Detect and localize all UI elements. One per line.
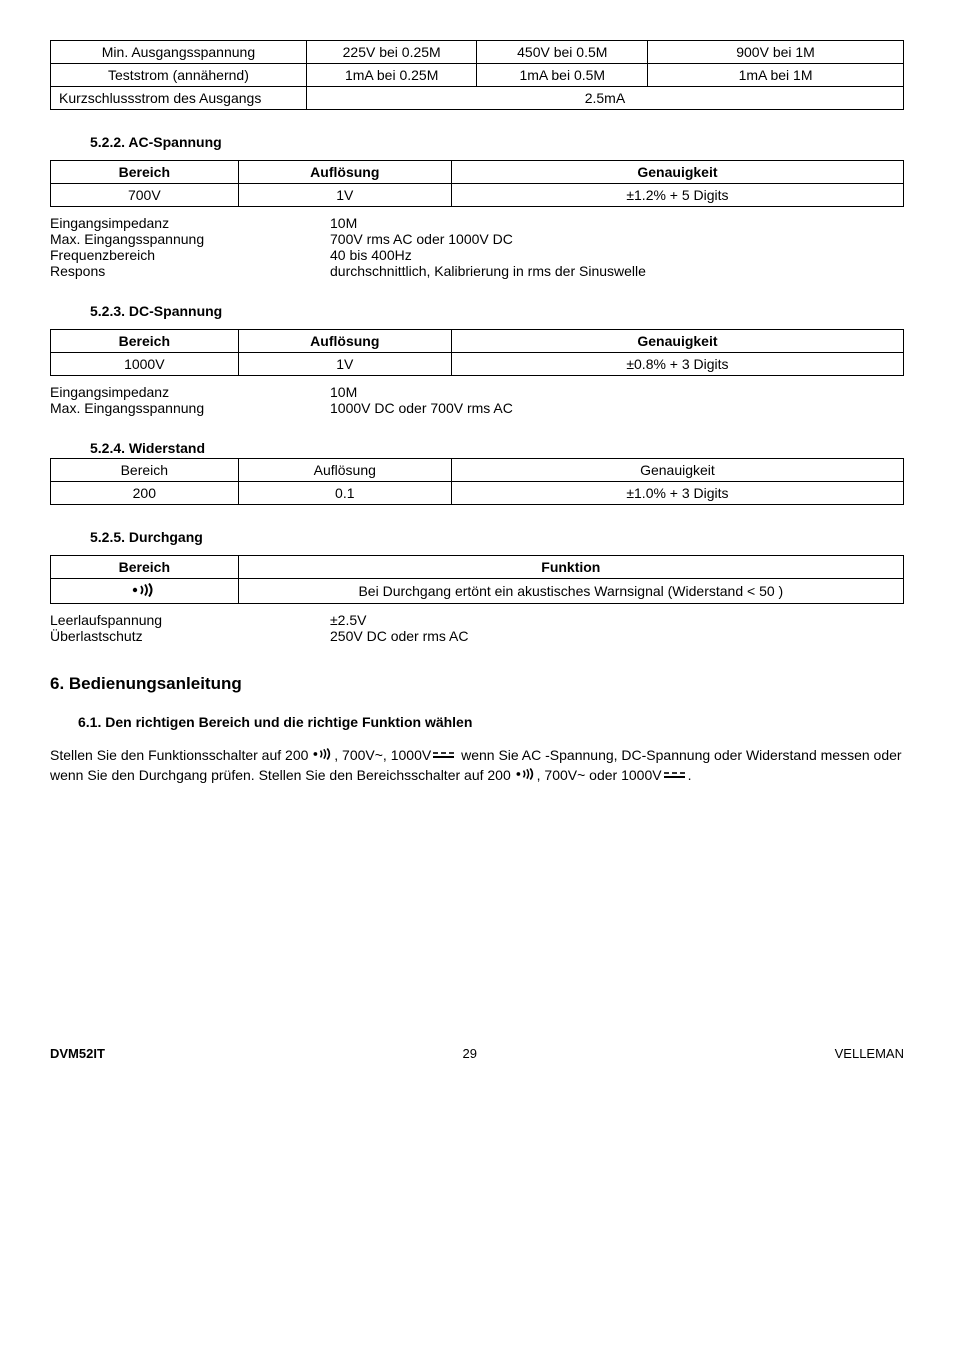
table-524: Bereich Auflösung Genauigkeit 200 0.1 ±1… [50, 458, 904, 505]
heading-61: 6.1. Den richtigen Bereich und die richt… [78, 714, 904, 730]
cell: 1mA bei 0.25M [306, 64, 477, 87]
param-value: 40 bis 400Hz [330, 247, 904, 263]
param-value: 10M [330, 384, 904, 400]
cell: ±1.2% + 5 Digits [451, 184, 903, 207]
param-label: Eingangsimpedanz [50, 384, 330, 400]
param-row: Überlastschutz 250V DC oder rms AC [50, 628, 904, 644]
sound-icon [131, 583, 157, 600]
cell: 900V bei 1M [648, 41, 904, 64]
param-row: Eingangsimpedanz 10M [50, 384, 904, 400]
cell: 700V [51, 184, 239, 207]
cell: ±0.8% + 3 Digits [451, 353, 903, 376]
cell: Kurzschlussstrom des Ausgangs [51, 87, 307, 110]
text: Stellen Sie den Funktionsschalter auf 20… [50, 747, 312, 763]
param-row: Leerlaufspannung ±2.5V [50, 612, 904, 628]
cell: 2.5mA [306, 87, 903, 110]
param-value: 1000V DC oder 700V rms AC [330, 400, 904, 416]
dc-icon [431, 746, 457, 766]
param-label: Max. Eingangsspannung [50, 400, 330, 416]
cell: 1V [238, 353, 451, 376]
table-row: Bei Durchgang ertönt ein akustisches War… [51, 579, 904, 604]
params-525: Leerlaufspannung ±2.5V Überlastschutz 25… [50, 612, 904, 644]
cell: Teststrom (annähernd) [51, 64, 307, 87]
params-523: Eingangsimpedanz 10M Max. Eingangsspannu… [50, 384, 904, 416]
param-row: Max. Eingangsspannung 700V rms AC oder 1… [50, 231, 904, 247]
param-value: 250V DC oder rms AC [330, 628, 904, 644]
table-522: Bereich Auflösung Genauigkeit 700V 1V ±1… [50, 160, 904, 207]
param-label: Leerlaufspannung [50, 612, 330, 628]
header-cell: Genauigkeit [451, 459, 903, 482]
heading-522: 5.2.2. AC-Spannung [90, 134, 904, 150]
header-cell: Bereich [51, 556, 239, 579]
header-cell: Bereich [51, 161, 239, 184]
table-row: Kurzschlussstrom des Ausgangs 2.5mA [51, 87, 904, 110]
text: , 700V~, 1000V [334, 747, 431, 763]
table-header-row: Bereich Funktion [51, 556, 904, 579]
cell: Min. Ausgangsspannung [51, 41, 307, 64]
page-footer: DVM52IT 29 VELLEMAN [50, 1046, 904, 1061]
header-cell: Genauigkeit [451, 330, 903, 353]
param-label: Frequenzbereich [50, 247, 330, 263]
param-label: Respons [50, 263, 330, 279]
cell-sound-icon [51, 579, 239, 604]
header-cell: Auflösung [238, 330, 451, 353]
footer-brand: VELLEMAN [835, 1046, 904, 1061]
param-label: Eingangsimpedanz [50, 215, 330, 231]
header-cell: Bereich [51, 459, 239, 482]
param-label: Überlastschutz [50, 628, 330, 644]
text: , 700V~ oder 1000V [537, 767, 662, 783]
param-value: 700V rms AC oder 1000V DC [330, 231, 904, 247]
table-523: Bereich Auflösung Genauigkeit 1000V 1V ±… [50, 329, 904, 376]
heading-524: 5.2.4. Widerstand [90, 440, 904, 456]
params-522: Eingangsimpedanz 10M Max. Eingangsspannu… [50, 215, 904, 279]
param-row: Max. Eingangsspannung 1000V DC oder 700V… [50, 400, 904, 416]
header-cell: Auflösung [238, 161, 451, 184]
param-value: ±2.5V [330, 612, 904, 628]
table-row: 1000V 1V ±0.8% + 3 Digits [51, 353, 904, 376]
header-cell: Bereich [51, 330, 239, 353]
param-value: 10M [330, 215, 904, 231]
heading-523: 5.2.3. DC-Spannung [90, 303, 904, 319]
cell: 1000V [51, 353, 239, 376]
table-row: Min. Ausgangsspannung 225V bei 0.25M 450… [51, 41, 904, 64]
cell: 450V bei 0.5M [477, 41, 648, 64]
param-row: Frequenzbereich 40 bis 400Hz [50, 247, 904, 263]
cell: 200 [51, 482, 239, 505]
cell: Bei Durchgang ertönt ein akustisches War… [238, 579, 903, 604]
footer-page-number: 29 [463, 1046, 477, 1061]
cell: 0.1 [238, 482, 451, 505]
table-header-row: Bereich Auflösung Genauigkeit [51, 459, 904, 482]
cell: 1mA bei 1M [648, 64, 904, 87]
cell: 225V bei 0.25M [306, 41, 477, 64]
param-row: Eingangsimpedanz 10M [50, 215, 904, 231]
text: . [688, 767, 692, 783]
heading-6: 6. Bedienungsanleitung [50, 674, 904, 694]
param-row: Respons durchschnittlich, Kalibrierung i… [50, 263, 904, 279]
cell: ±1.0% + 3 Digits [451, 482, 903, 505]
heading-525: 5.2.5. Durchgang [90, 529, 904, 545]
table-header-row: Bereich Auflösung Genauigkeit [51, 330, 904, 353]
cell: 1mA bei 0.5M [477, 64, 648, 87]
paragraph-61: Stellen Sie den Funktionsschalter auf 20… [50, 746, 904, 786]
footer-product: DVM52IT [50, 1046, 105, 1061]
param-label: Max. Eingangsspannung [50, 231, 330, 247]
header-cell: Genauigkeit [451, 161, 903, 184]
sound-icon [515, 766, 537, 786]
dc-icon [662, 766, 688, 786]
param-value: durchschnittlich, Kalibrierung in rms de… [330, 263, 904, 279]
table-row: 200 0.1 ±1.0% + 3 Digits [51, 482, 904, 505]
table-row: Teststrom (annähernd) 1mA bei 0.25M 1mA … [51, 64, 904, 87]
table-header-row: Bereich Auflösung Genauigkeit [51, 161, 904, 184]
table-row: 700V 1V ±1.2% + 5 Digits [51, 184, 904, 207]
top-spec-table: Min. Ausgangsspannung 225V bei 0.25M 450… [50, 40, 904, 110]
header-cell: Funktion [238, 556, 903, 579]
table-525: Bereich Funktion Bei Durchgang ertönt ei… [50, 555, 904, 604]
sound-icon [312, 746, 334, 766]
header-cell: Auflösung [238, 459, 451, 482]
cell: 1V [238, 184, 451, 207]
